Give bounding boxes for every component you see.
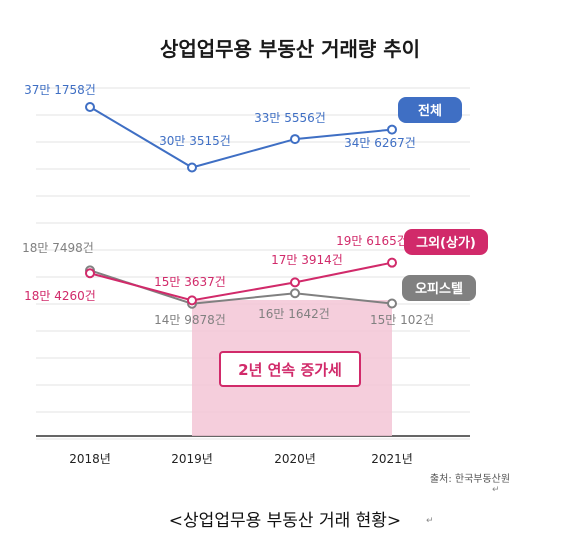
series-total: 37만 1758건 30만 3515건 33만 5556건 34만 6267건 전체 <box>24 83 462 173</box>
data-point <box>290 288 300 299</box>
data-label: 15만 3637건 <box>154 275 226 289</box>
data-label: 30만 3515건 <box>159 134 231 148</box>
data-label: 34만 6267건 <box>344 136 416 150</box>
legend-label: 그외(상가) <box>416 235 476 251</box>
chart-svg: 상업업무용 부동산 거래량 추이 2년 연속 증가세 18만 7498건 14만 … <box>22 37 510 485</box>
data-point <box>290 134 300 145</box>
highlight-region: 2년 연속 증가세 <box>192 300 392 436</box>
data-label: 19만 6165건 <box>336 234 408 248</box>
legend-label: 오피스텔 <box>415 282 463 297</box>
caption-return-mark: ↵ <box>426 516 434 526</box>
chart-title: 상업업무용 부동산 거래량 추이 <box>160 37 420 61</box>
x-tick-label: 2021년 <box>371 452 413 466</box>
data-point <box>290 277 300 288</box>
data-point <box>387 257 397 268</box>
series-line <box>89 106 393 169</box>
legend-label: 전체 <box>418 103 442 119</box>
x-tick-label: 2020년 <box>274 452 316 466</box>
return-mark: ↵ <box>492 485 500 495</box>
data-label: 18만 4260건 <box>24 289 96 303</box>
data-label: 17만 3914건 <box>271 253 343 267</box>
data-label: 33만 5556건 <box>254 111 326 125</box>
data-label: 16만 1642건 <box>258 307 330 321</box>
legend-pill <box>402 275 476 301</box>
data-point <box>387 124 397 135</box>
series-line <box>89 269 393 305</box>
data-label: 14만 9878건 <box>154 313 226 327</box>
data-point <box>85 102 95 112</box>
x-tick-label: 2018년 <box>69 452 111 466</box>
data-label: 18만 7498건 <box>22 241 94 255</box>
data-point <box>85 268 95 279</box>
x-tick-label: 2019년 <box>171 452 213 466</box>
highlight-label: 2년 연속 증가세 <box>238 361 342 379</box>
data-point <box>387 298 397 309</box>
series-line <box>89 261 393 302</box>
data-point <box>187 162 197 173</box>
legend-pill <box>398 97 462 123</box>
source-note: 출처: 한국부동산원 <box>430 473 510 485</box>
x-axis: 2018년 2019년 2020년 2021년 <box>69 452 413 466</box>
data-label: 37만 1758건 <box>24 83 96 97</box>
data-label: 15만 102건 <box>370 313 434 327</box>
data-point <box>187 295 197 306</box>
legend-pill <box>404 229 488 255</box>
highlight-label-box <box>219 351 361 387</box>
series-retail: 18만 4260건 15만 3637건 17만 3914건 19만 6165건 그외(상… <box>24 229 488 306</box>
figure-caption: <상업업무용 부동산 거래 현황> <box>168 511 402 531</box>
